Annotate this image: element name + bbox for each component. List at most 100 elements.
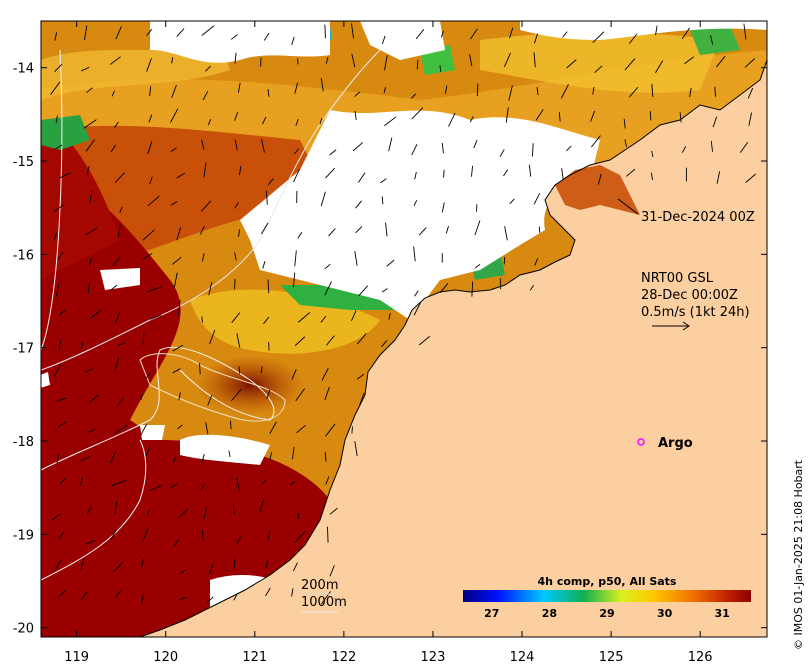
current-vector xyxy=(351,53,356,68)
current-vector xyxy=(471,281,474,297)
current-vector xyxy=(114,121,119,128)
current-vector xyxy=(116,397,125,407)
no-data-cloud xyxy=(100,268,140,290)
colorbar-tick-label: 30 xyxy=(657,607,673,620)
lon-tick-label: 123 xyxy=(421,650,446,665)
current-vector xyxy=(681,146,687,153)
current-vector xyxy=(710,35,714,45)
current-vector xyxy=(173,272,178,288)
current-vector xyxy=(679,112,682,123)
isobath-200m xyxy=(41,49,381,371)
argo-label: Argo xyxy=(658,436,693,451)
current-vector xyxy=(325,167,336,179)
no-data-cloud xyxy=(41,372,50,388)
current-vector xyxy=(448,112,456,127)
current-vector xyxy=(172,455,177,465)
current-vector xyxy=(320,591,331,605)
current-vector xyxy=(59,172,72,179)
current-vector xyxy=(415,29,425,40)
current-vector xyxy=(321,368,329,381)
current-vector xyxy=(355,200,362,209)
current-vector xyxy=(533,52,536,68)
current-vector xyxy=(269,452,272,461)
current-vector xyxy=(238,229,240,237)
current-vector xyxy=(203,162,207,178)
argo-float-marker xyxy=(637,438,645,446)
current-vector xyxy=(56,454,60,464)
current-vector xyxy=(714,86,717,97)
current-vector xyxy=(81,66,90,72)
current-vector xyxy=(267,279,270,294)
current-vector xyxy=(474,220,481,236)
colorbar-ticks: 27 28 29 30 31 xyxy=(484,607,730,620)
current-vector xyxy=(83,25,88,41)
current-vector xyxy=(294,250,297,267)
current-vector xyxy=(228,450,231,458)
current-vector xyxy=(590,110,596,122)
current-vector xyxy=(179,596,187,600)
sst-warm-eddy xyxy=(195,355,305,415)
lon-tick-label: 125 xyxy=(599,650,624,665)
sst-green-patch xyxy=(690,25,740,55)
current-vector xyxy=(203,507,207,521)
colorbar-tick-label: 27 xyxy=(484,607,499,620)
current-vector xyxy=(57,421,67,428)
current-vector xyxy=(206,596,214,604)
current-vector xyxy=(207,118,212,126)
current-vector xyxy=(324,386,330,401)
current-vector xyxy=(109,450,117,464)
current-vector xyxy=(503,256,506,265)
current-vector xyxy=(747,87,754,99)
current-vector xyxy=(233,593,238,601)
current-vector xyxy=(689,87,692,98)
current-vector xyxy=(269,421,277,434)
current-vector xyxy=(54,144,63,150)
current-vector xyxy=(291,369,297,380)
current-vector xyxy=(209,329,216,345)
current-vector xyxy=(327,526,329,543)
current-vector xyxy=(413,200,418,206)
current-vector xyxy=(117,224,121,239)
current-vector xyxy=(234,202,239,209)
current-vector xyxy=(51,513,61,521)
current-vector xyxy=(201,316,203,323)
lat-tick-label: -14 xyxy=(13,62,34,77)
current-vector xyxy=(324,263,331,270)
colorbar-tick-label: 31 xyxy=(715,607,730,620)
current-vectors xyxy=(50,23,757,605)
current-vector xyxy=(202,91,209,101)
current-vector xyxy=(140,393,144,401)
current-vector xyxy=(234,139,238,151)
current-vector xyxy=(505,107,509,123)
current-vector xyxy=(201,253,205,262)
current-vector xyxy=(171,57,174,64)
current-vector xyxy=(267,178,274,186)
current-vector xyxy=(87,280,91,294)
current-vector xyxy=(294,531,306,544)
current-vector xyxy=(145,445,151,457)
current-vector xyxy=(149,484,162,491)
sst-green-patch xyxy=(41,115,90,150)
current-vector xyxy=(291,36,295,45)
current-vector xyxy=(239,165,242,176)
current-vector xyxy=(111,90,116,97)
current-vector xyxy=(533,33,539,44)
plot-frame xyxy=(40,20,768,638)
current-vector xyxy=(114,312,121,324)
coastline xyxy=(139,59,767,637)
isobath-1000m-south xyxy=(41,439,147,581)
current-vector xyxy=(110,529,117,540)
current-vector xyxy=(110,144,116,153)
current-vector xyxy=(262,261,266,269)
current-vector xyxy=(84,227,98,236)
current-vector xyxy=(592,86,595,95)
current-vector xyxy=(383,86,386,94)
current-vector xyxy=(297,232,303,239)
current-vector xyxy=(58,531,65,540)
current-vector xyxy=(58,340,62,352)
current-vector xyxy=(80,558,85,571)
current-vector xyxy=(205,65,211,72)
current-vector xyxy=(382,288,388,293)
current-vector xyxy=(263,316,270,325)
current-vector xyxy=(531,143,534,157)
